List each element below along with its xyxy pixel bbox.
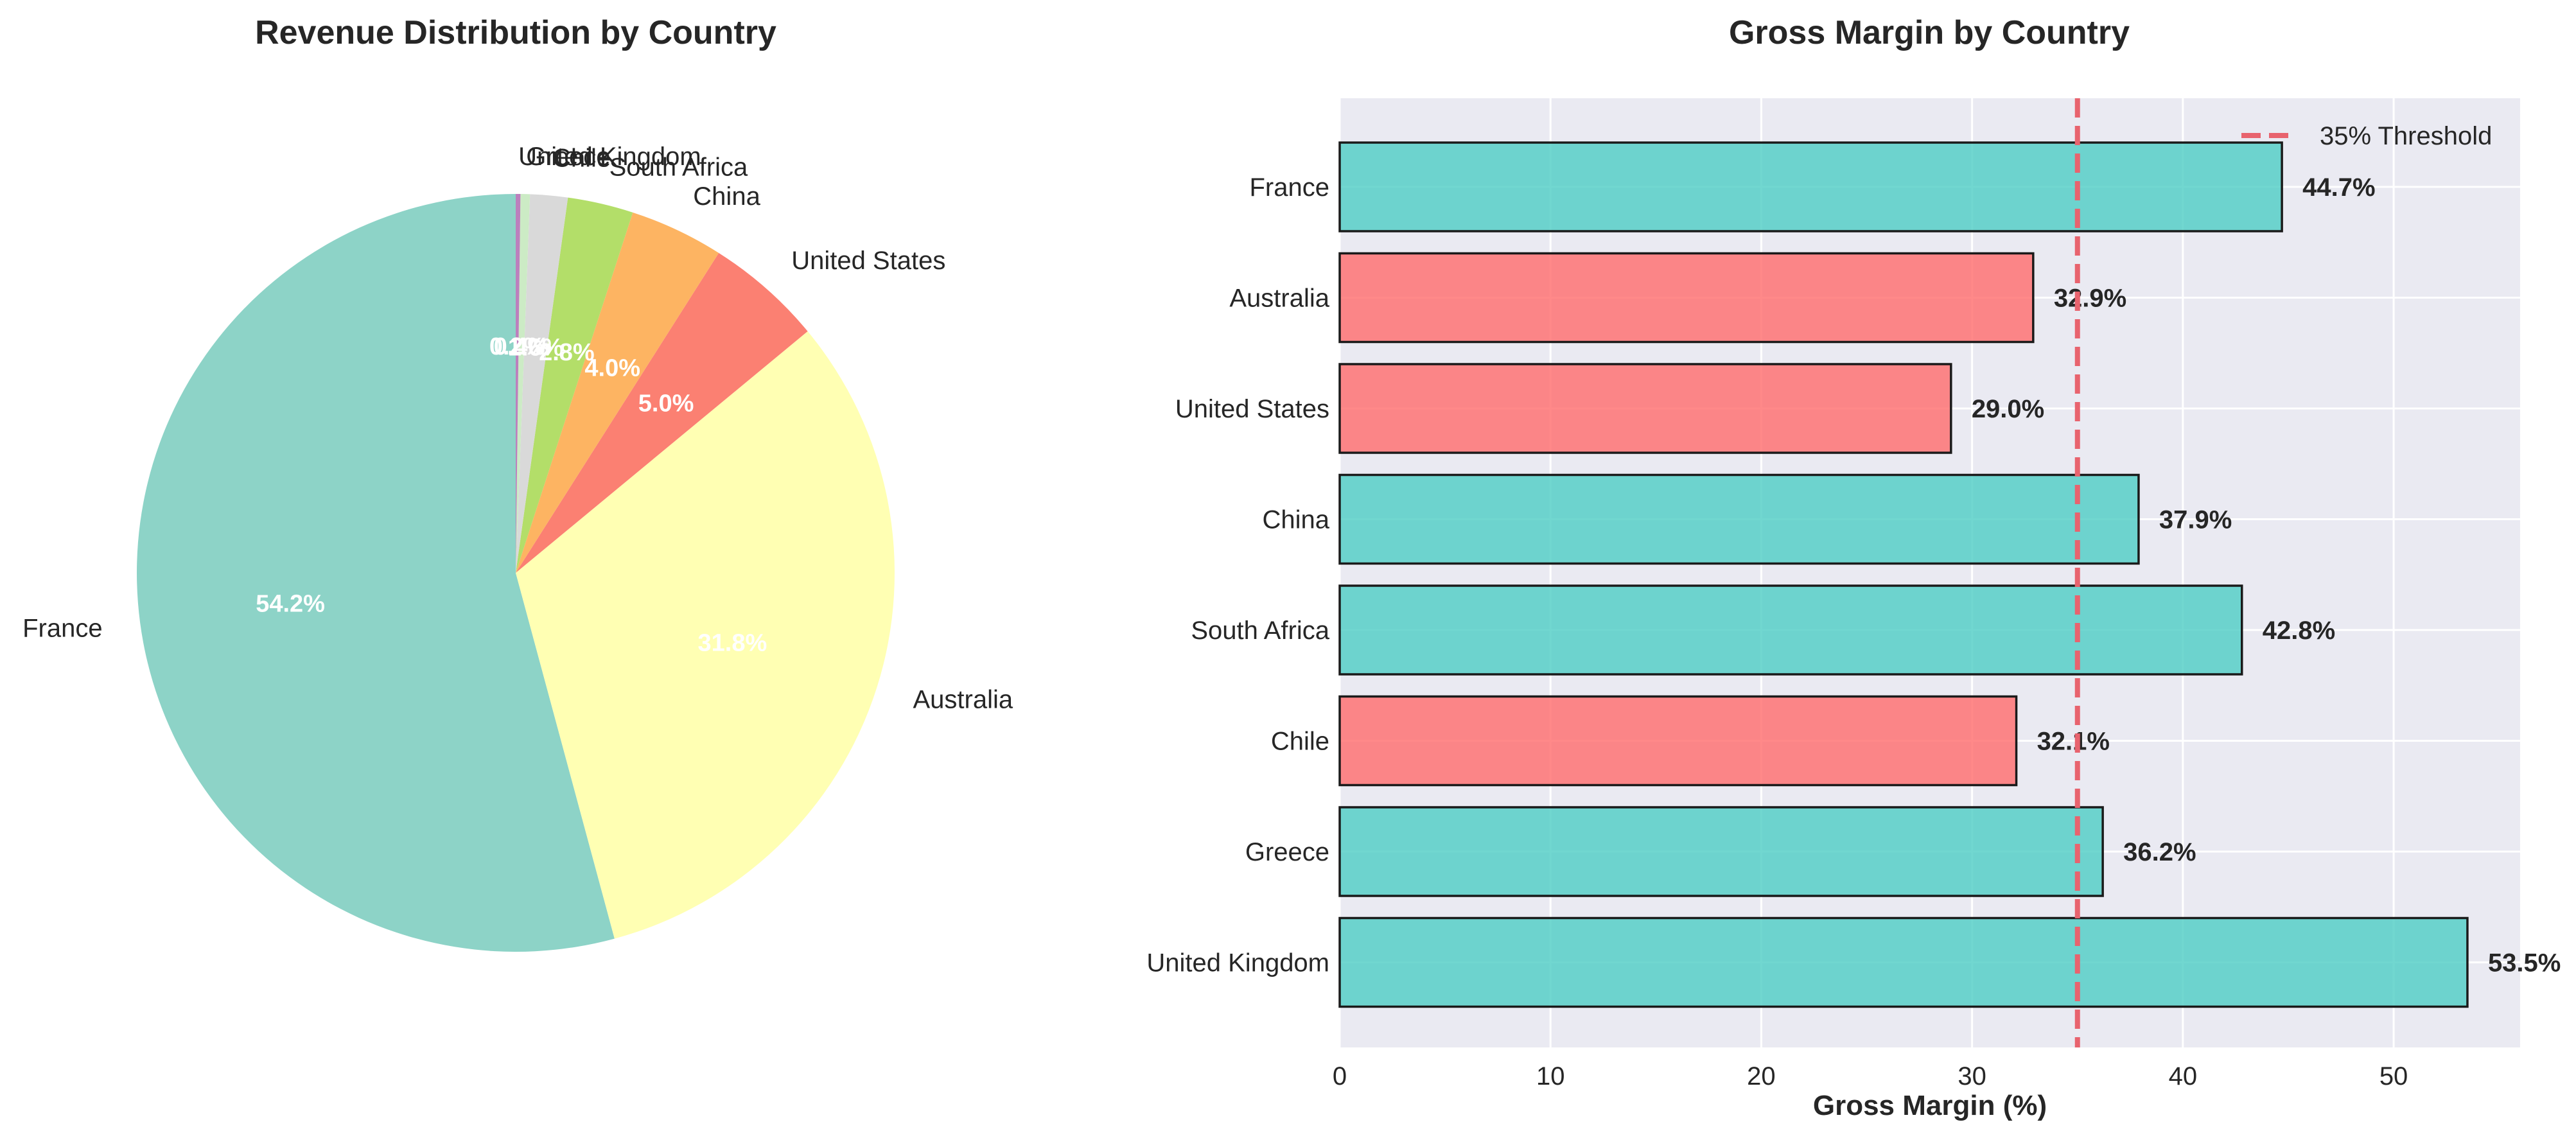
legend-threshold-label: 35% Threshold — [2320, 122, 2492, 150]
x-tick-label-20: 20 — [1747, 1062, 1776, 1090]
pie-label-united-kingdom: United Kingdom — [518, 143, 701, 171]
pie-label-south-africa: South Africa — [609, 153, 748, 182]
y-tick-labels: France Australia United States China South A… — [1146, 173, 1329, 977]
bar-value-label-china: 37.9% — [2159, 506, 2232, 534]
pie-percent-australia: 31.8% — [698, 629, 767, 656]
bar-value-label-australia: 32.9% — [2054, 284, 2126, 313]
y-tick-label-france: France — [1250, 173, 1330, 202]
pie-percent-greece: 0.4% — [494, 333, 550, 360]
bar-united-kingdom — [1338, 916, 2469, 1008]
y-tick-label-united-states: United States — [1175, 395, 1329, 423]
bar-united-states — [1338, 363, 1952, 454]
y-tick-label-australia: Australia — [1229, 284, 1329, 313]
pie-slice-united-kingdom — [516, 194, 521, 573]
x-axis-label: Gross Margin (%) — [1813, 1090, 2047, 1121]
bar-china — [1338, 473, 2140, 565]
bar-plot-area — [1340, 98, 2520, 1047]
pie-percent-south-africa: 2.8% — [539, 339, 595, 366]
pie-slice-france — [137, 194, 615, 952]
bar-chile — [1338, 695, 2018, 787]
bars: 44.7% 32.9% 29.0% 37.9% 42.8% 32.1% 36.2% 53.5% — [1338, 141, 2561, 1008]
bar-value-label-south-africa: 42.8% — [2263, 617, 2335, 645]
y-tick-label-united-kingdom: United Kingdom — [1146, 949, 1329, 977]
pie-label-united-states: United States — [791, 247, 945, 275]
pie-percent-chile: 1.6% — [508, 334, 564, 361]
y-tick-label-greece: Greece — [1245, 838, 1329, 866]
pie-slices — [137, 194, 895, 952]
bar-south-africa — [1338, 584, 2243, 676]
pie-label-china: China — [693, 182, 760, 211]
pie-slice-south-africa — [516, 197, 633, 573]
bar-chart-title: Gross Margin by Country — [1729, 14, 2130, 51]
bar-australia — [1338, 252, 2035, 344]
y-tick-label-china: China — [1262, 506, 1329, 534]
pie-label-chile: Chile — [552, 144, 611, 173]
bar-france — [1338, 141, 2283, 232]
pie-label-greece: Greece — [526, 143, 610, 171]
bar-greece — [1338, 806, 2104, 897]
bar-value-label-united-kingdom: 53.5% — [2488, 949, 2561, 977]
x-tick-label-10: 10 — [1536, 1062, 1565, 1090]
pie-percent-united-kingdom: 0.2% — [489, 333, 545, 360]
pie-labels: France 54.2% Australia 31.8% United States 5.… — [22, 143, 1013, 714]
pie-percent-france: 54.2% — [256, 591, 325, 618]
y-tick-label-south-africa: South Africa — [1191, 617, 1329, 645]
x-tick-label-40: 40 — [2169, 1062, 2198, 1090]
pie-slice-united-states — [516, 252, 808, 573]
y-tick-label-chile: Chile — [1271, 728, 1329, 756]
bar-value-label-chile: 32.1% — [2037, 728, 2110, 756]
legend: 35% Threshold — [2241, 122, 2492, 150]
pie-percent-united-states: 5.0% — [638, 390, 694, 417]
pie-label-australia: Australia — [913, 686, 1013, 714]
pie-slice-australia — [516, 331, 895, 939]
x-tick-label-50: 50 — [2379, 1062, 2408, 1090]
pie-label-france: France — [22, 614, 103, 642]
bar-value-label-united-states: 29.0% — [1972, 395, 2044, 423]
pie-chart-title: Revenue Distribution by Country — [255, 14, 776, 51]
bar-value-label-france: 44.7% — [2302, 173, 2375, 202]
pie-slice-china — [516, 212, 719, 573]
x-tick-labels: 0 10 20 30 40 50 — [1333, 1062, 2408, 1090]
pie-slice-greece — [516, 194, 530, 573]
bar-value-label-greece: 36.2% — [2123, 838, 2196, 866]
pie-slice-chile — [516, 194, 568, 573]
x-tick-label-0: 0 — [1333, 1062, 1347, 1090]
pie-percent-china: 4.0% — [584, 355, 640, 382]
x-tick-label-30: 30 — [1958, 1062, 1986, 1090]
